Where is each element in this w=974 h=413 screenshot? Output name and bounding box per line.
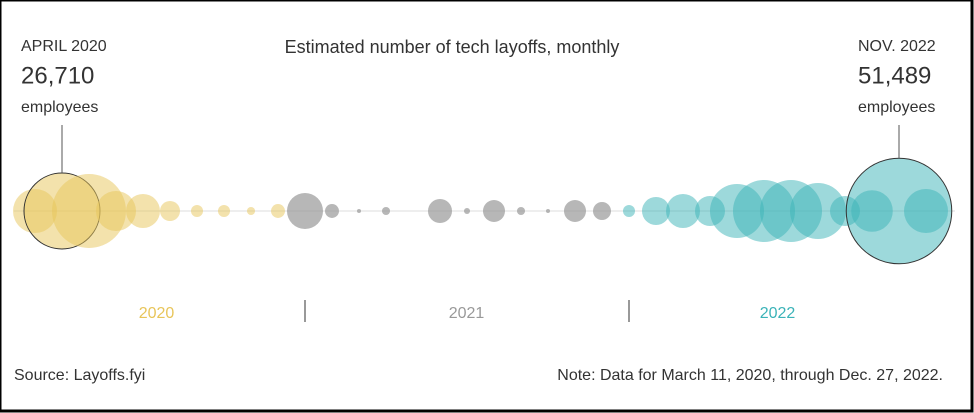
bubble	[126, 194, 160, 228]
annotation-value: 51,489	[858, 62, 931, 89]
source: Source: Layoffs.fyi	[14, 367, 145, 384]
bubble	[463, 207, 471, 215]
bubble	[325, 204, 339, 218]
bubble	[190, 204, 204, 218]
bubble	[545, 208, 551, 214]
bubble	[217, 204, 231, 218]
year-label: 2022	[760, 305, 796, 322]
bubble	[427, 198, 453, 224]
bubble	[356, 208, 362, 214]
bubble	[666, 194, 700, 228]
bubble	[592, 201, 612, 221]
annotation-text: employees	[21, 99, 98, 116]
bubble	[563, 199, 587, 223]
bubble	[904, 189, 948, 233]
bubble	[95, 190, 137, 232]
bubble	[381, 206, 391, 216]
annotation-title: APRIL 2020	[21, 38, 107, 55]
bubble	[790, 183, 846, 239]
bubble	[52, 174, 126, 248]
year-label: 2021	[449, 305, 485, 322]
bubble	[516, 206, 526, 216]
annotation-text: employees	[858, 99, 935, 116]
chart-title: Estimated number of tech layoffs, monthl…	[285, 37, 620, 57]
annotation-value: 26,710	[21, 62, 94, 89]
annotation-title: NOV. 2022	[858, 38, 936, 55]
bubble	[271, 204, 285, 218]
bubble	[246, 206, 256, 216]
year-label: 2020	[139, 305, 175, 322]
bubble	[159, 200, 181, 222]
bubble	[286, 192, 324, 230]
bubble	[622, 204, 636, 218]
note: Note: Data for March 11, 2020, through D…	[557, 367, 943, 384]
bubble	[482, 199, 506, 223]
bubble	[641, 196, 671, 226]
